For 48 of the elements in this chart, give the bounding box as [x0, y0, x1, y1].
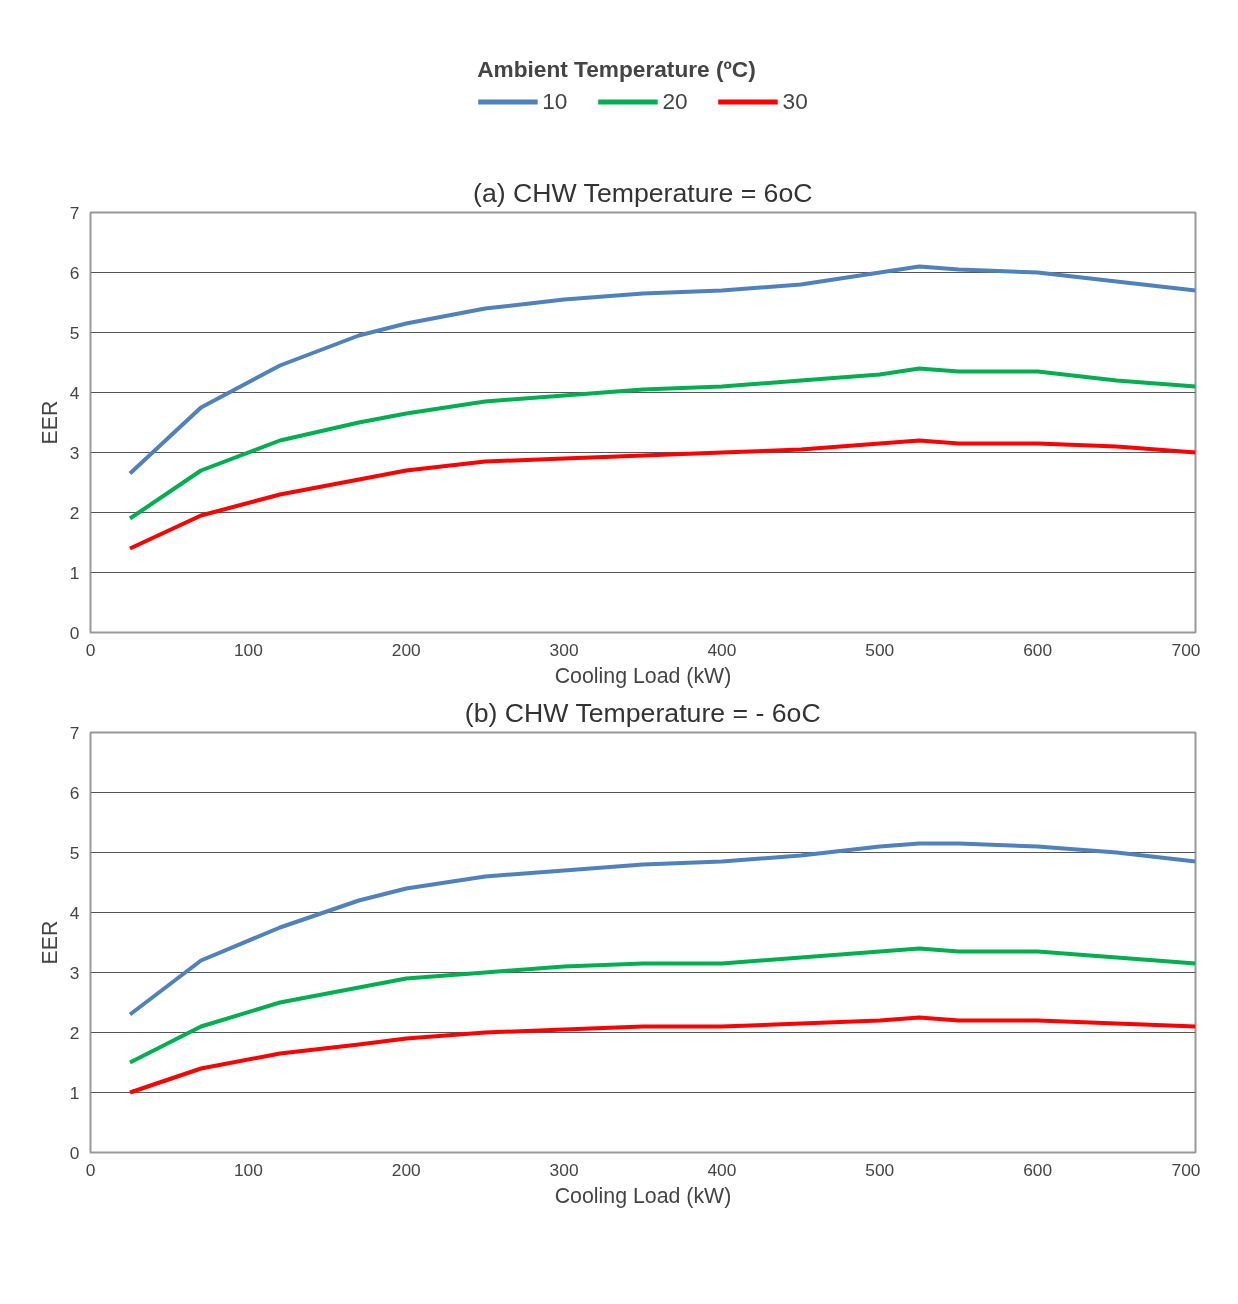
line-series [127, 264, 1196, 476]
x-tick-label: 400 [707, 639, 737, 660]
legend-title: Ambient Temperature (ºC) [477, 55, 757, 83]
y-tick-label: 5 [69, 842, 80, 863]
y-tick-label: 3 [69, 442, 80, 463]
chart-title: (a) CHW Temperature = 6oC [473, 177, 813, 208]
y-tick-label: 1 [69, 562, 80, 583]
chart-title: (b) CHW Temperature = - 6oC [464, 697, 821, 728]
line-series [127, 1015, 1196, 1095]
y-tick-label: 1 [69, 1082, 80, 1103]
x-tick-label: 0 [85, 1159, 96, 1180]
y-tick-label: 2 [69, 1022, 80, 1043]
y-axis-title: EER [37, 920, 62, 965]
x-tick-label: 300 [549, 639, 579, 660]
x-axis-title: Cooling Load (kW) [554, 1183, 732, 1208]
x-tick-label: 200 [391, 1159, 421, 1180]
legend-label: 10 [542, 87, 568, 115]
x-tick-label: 300 [549, 1159, 579, 1180]
legend-label: 20 [662, 87, 688, 115]
x-tick-label: 700 [1171, 1159, 1201, 1180]
x-tick-label: 600 [1023, 1159, 1053, 1180]
y-tick-label: 0 [69, 622, 80, 643]
y-tick-label: 7 [69, 202, 80, 223]
x-tick-label: 500 [865, 1159, 895, 1180]
line-series [127, 438, 1196, 551]
x-tick-label: 200 [391, 639, 421, 660]
y-tick-label: 4 [69, 382, 80, 403]
x-tick-label: 700 [1171, 639, 1201, 660]
x-axis-title: Cooling Load (kW) [554, 663, 732, 688]
x-tick-label: 0 [85, 639, 96, 660]
y-tick-label: 6 [69, 782, 80, 803]
y-tick-label: 2 [69, 502, 80, 523]
x-tick-label: 600 [1023, 639, 1053, 660]
line-series [127, 841, 1196, 1017]
x-tick-label: 100 [233, 639, 263, 660]
y-tick-label: 0 [69, 1142, 80, 1163]
y-tick-label: 3 [69, 962, 80, 983]
x-tick-label: 400 [707, 1159, 737, 1180]
y-tick-label: 7 [69, 722, 80, 743]
line-series [127, 366, 1196, 521]
y-axis-title: EER [37, 400, 62, 445]
legend-label: 30 [782, 87, 808, 115]
y-tick-label: 6 [69, 262, 80, 283]
y-tick-label: 5 [69, 322, 80, 343]
line-series [127, 946, 1196, 1065]
y-tick-label: 4 [69, 902, 80, 923]
x-tick-label: 500 [865, 639, 895, 660]
x-tick-label: 100 [233, 1159, 263, 1180]
